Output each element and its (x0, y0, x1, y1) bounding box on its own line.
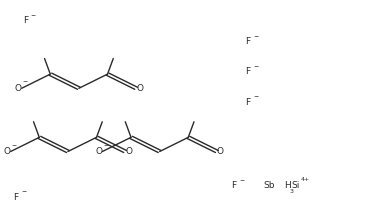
Text: H: H (284, 181, 290, 190)
Text: −: − (103, 142, 109, 147)
Text: F: F (245, 97, 250, 107)
Text: 3: 3 (289, 189, 293, 194)
Text: O: O (4, 147, 11, 156)
Text: O: O (95, 147, 102, 156)
Text: 4+: 4+ (300, 177, 309, 182)
Text: F: F (245, 67, 250, 77)
Text: Si: Si (291, 181, 299, 190)
Text: O: O (136, 84, 143, 93)
Text: −: − (21, 189, 26, 194)
Text: −: − (253, 63, 258, 68)
Text: −: − (253, 94, 258, 98)
Text: −: − (239, 177, 244, 182)
Text: −: − (253, 33, 258, 38)
Text: O: O (15, 84, 22, 93)
Text: O: O (125, 147, 132, 156)
Text: −: − (23, 79, 28, 84)
Text: F: F (231, 181, 236, 190)
Text: O: O (217, 147, 224, 156)
Text: F: F (23, 16, 28, 25)
Text: F: F (13, 193, 18, 202)
Text: −: − (31, 12, 36, 17)
Text: F: F (245, 37, 250, 46)
Text: Sb: Sb (264, 181, 275, 190)
Text: −: − (12, 142, 17, 147)
